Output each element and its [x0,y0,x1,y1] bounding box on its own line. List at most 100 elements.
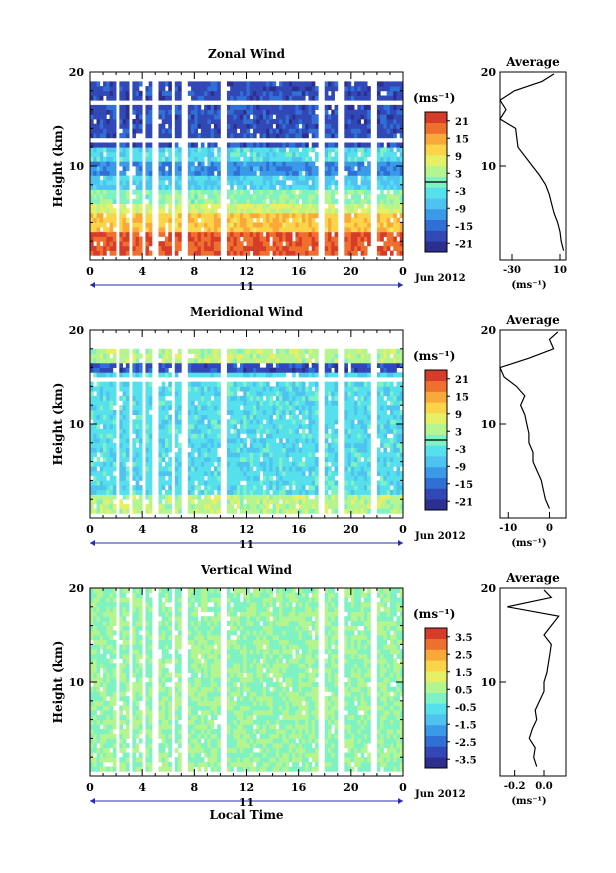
heatmap-cell [119,142,124,148]
heatmap-cell [285,142,290,148]
colorbar-swatch [425,230,447,242]
heatmap-cell [363,227,368,233]
heatmap-cell [125,452,130,458]
heatmap-cell [122,166,127,172]
heatmap-cell [249,348,254,354]
heatmap-cell [109,203,114,209]
heatmap-cell [288,362,293,368]
heatmap-cell [357,194,362,200]
heatmap-cell [148,156,153,162]
heatmap-cell [311,208,316,214]
heatmap-cell [204,222,208,228]
heatmap-cell [217,170,221,176]
heatmap-cell [210,133,215,139]
heatmap-cell [93,400,97,406]
heatmap-cell [233,161,238,167]
heatmap-cell [200,499,205,505]
heatmap-cell [197,203,202,209]
heatmap-cell [161,104,166,110]
heatmap-cell [103,466,107,472]
heatmap-cell [168,222,172,228]
heatmap-cell [262,405,267,411]
heatmap-cell [138,353,143,359]
heatmap-cell [210,109,215,115]
heatmap-cell [138,452,143,458]
heatmap-cell [207,198,212,204]
heatmap-cell [236,433,241,439]
heatmap-cell [256,184,260,190]
heatmap-cell [259,184,264,190]
heatmap-cell [230,424,234,430]
heatmap-cell [194,250,198,256]
heatmap-cell [178,128,182,134]
heatmap-cell [262,245,267,251]
heatmap-cell [191,184,195,190]
heatmap-cell [249,222,254,228]
heatmap-cell [314,180,319,186]
heatmap-cell [239,119,244,125]
heatmap-cell [164,405,169,411]
heatmap-cell [367,104,371,110]
heatmap-cell [328,372,332,378]
heatmap-cell [360,189,365,195]
heatmap-cell [285,391,290,397]
heatmap-cell [210,142,215,148]
heatmap-cell [122,194,127,200]
heatmap-cell [363,123,368,129]
heatmap-cell [311,499,316,505]
heatmap-cell [347,428,352,434]
heatmap-cell [275,123,280,129]
heatmap-cell [138,419,143,425]
heatmap-cell [314,156,319,162]
heatmap-cell [210,499,215,505]
heatmap-cell [99,86,104,92]
heatmap-cell [122,170,127,176]
heatmap-cell [285,471,290,477]
heatmap-cell [210,405,215,411]
heatmap-cell [246,400,251,406]
heatmap-cell [236,86,241,92]
heatmap-cell [161,184,166,190]
heatmap-cell [135,227,140,233]
heatmap-cell [311,123,316,129]
heatmap-cell [279,424,283,430]
heatmap-cell [262,208,267,214]
heatmap-cell [295,461,300,467]
heatmap-cell [213,86,218,92]
heatmap-cell [119,386,124,392]
heatmap-cell [106,428,110,434]
heatmap-cell [272,503,277,509]
heatmap-cell [301,400,306,406]
heatmap-cell [295,194,300,200]
heatmap-cell [389,119,394,125]
heatmap-cell [282,508,287,514]
heatmap-cell [259,222,264,228]
heatmap-cell [262,114,267,120]
heatmap-cell [275,471,280,477]
heatmap-cell [112,170,117,176]
heatmap-cell [207,81,212,87]
heatmap-cell [191,198,195,204]
heatmap-cell [96,170,101,176]
heatmap-cell [344,250,348,256]
heatmap-cell [360,222,365,228]
heatmap-cell [259,208,264,214]
heatmap-cell [301,372,306,378]
heatmap-cell [314,409,319,415]
heatmap-cell [262,194,267,200]
heatmap-cell [275,447,280,453]
heatmap-cell [148,419,153,425]
heatmap-cell [324,414,329,420]
heatmap-cell [164,161,169,167]
heatmap-cell [324,452,329,458]
heatmap-cell [344,367,348,373]
heatmap-cell [230,358,234,364]
heatmap-cell [357,414,362,420]
heatmap-cell [164,494,169,500]
heatmap-cell [269,170,273,176]
heatmap-cell [230,180,234,186]
heatmap-cell [389,114,394,120]
heatmap-cell [305,156,309,162]
heatmap-cell [298,475,303,481]
heatmap-cell [161,170,166,176]
